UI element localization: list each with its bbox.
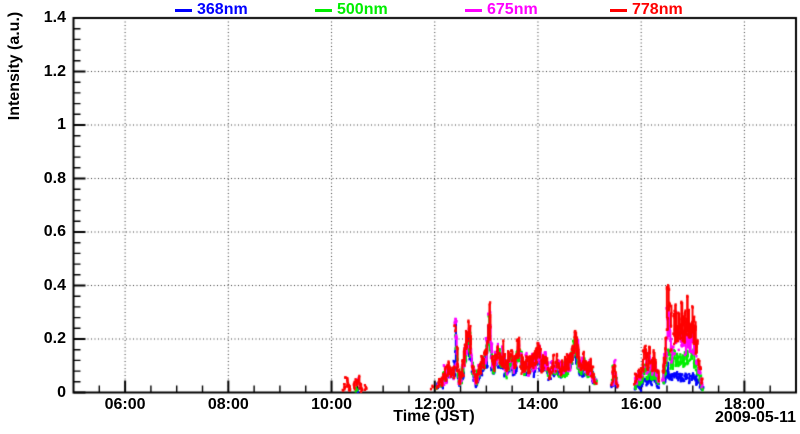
- y-tick-label: 1: [57, 116, 66, 133]
- y-tick-label: 0.6: [43, 223, 66, 240]
- y-tick-label: 0.2: [43, 330, 66, 347]
- legend-dash-icon: [175, 8, 192, 12]
- x-tick-label: 18:00: [723, 396, 765, 413]
- x-tick-label: 08:00: [207, 396, 249, 413]
- x-tick-label: 14:00: [517, 396, 559, 413]
- y-tick-label: 1.2: [43, 62, 66, 80]
- y-tick-label: 1.4: [43, 9, 66, 26]
- x-tick-label: 16:00: [620, 396, 662, 413]
- x-tick-label: 10:00: [311, 396, 352, 413]
- date-label: 2009-05-11: [715, 409, 796, 426]
- y-tick-label: 0: [57, 383, 66, 401]
- x-tick-label: 12:00: [414, 396, 456, 413]
- y-tick-label: 0.4: [43, 276, 66, 294]
- legend-item-778nm: 778nm: [610, 1, 683, 19]
- x-axis-title: Time (JST): [393, 408, 475, 425]
- legend-label: 368nm: [197, 1, 248, 18]
- legend-dash-icon: [315, 8, 332, 12]
- legend-label: 500nm: [337, 1, 388, 18]
- legend-label: 675nm: [487, 1, 538, 18]
- legend-item-368nm: 368nm: [175, 1, 248, 19]
- legend-dash-icon: [465, 8, 482, 12]
- legend-dash-icon: [610, 8, 627, 12]
- x-tick-label: 06:00: [104, 396, 146, 413]
- y-tick-label: 0.8: [43, 169, 66, 187]
- legend-label: 778nm: [632, 1, 683, 18]
- legend-item-675nm: 675nm: [465, 1, 538, 19]
- legend-item-500nm: 500nm: [315, 1, 388, 19]
